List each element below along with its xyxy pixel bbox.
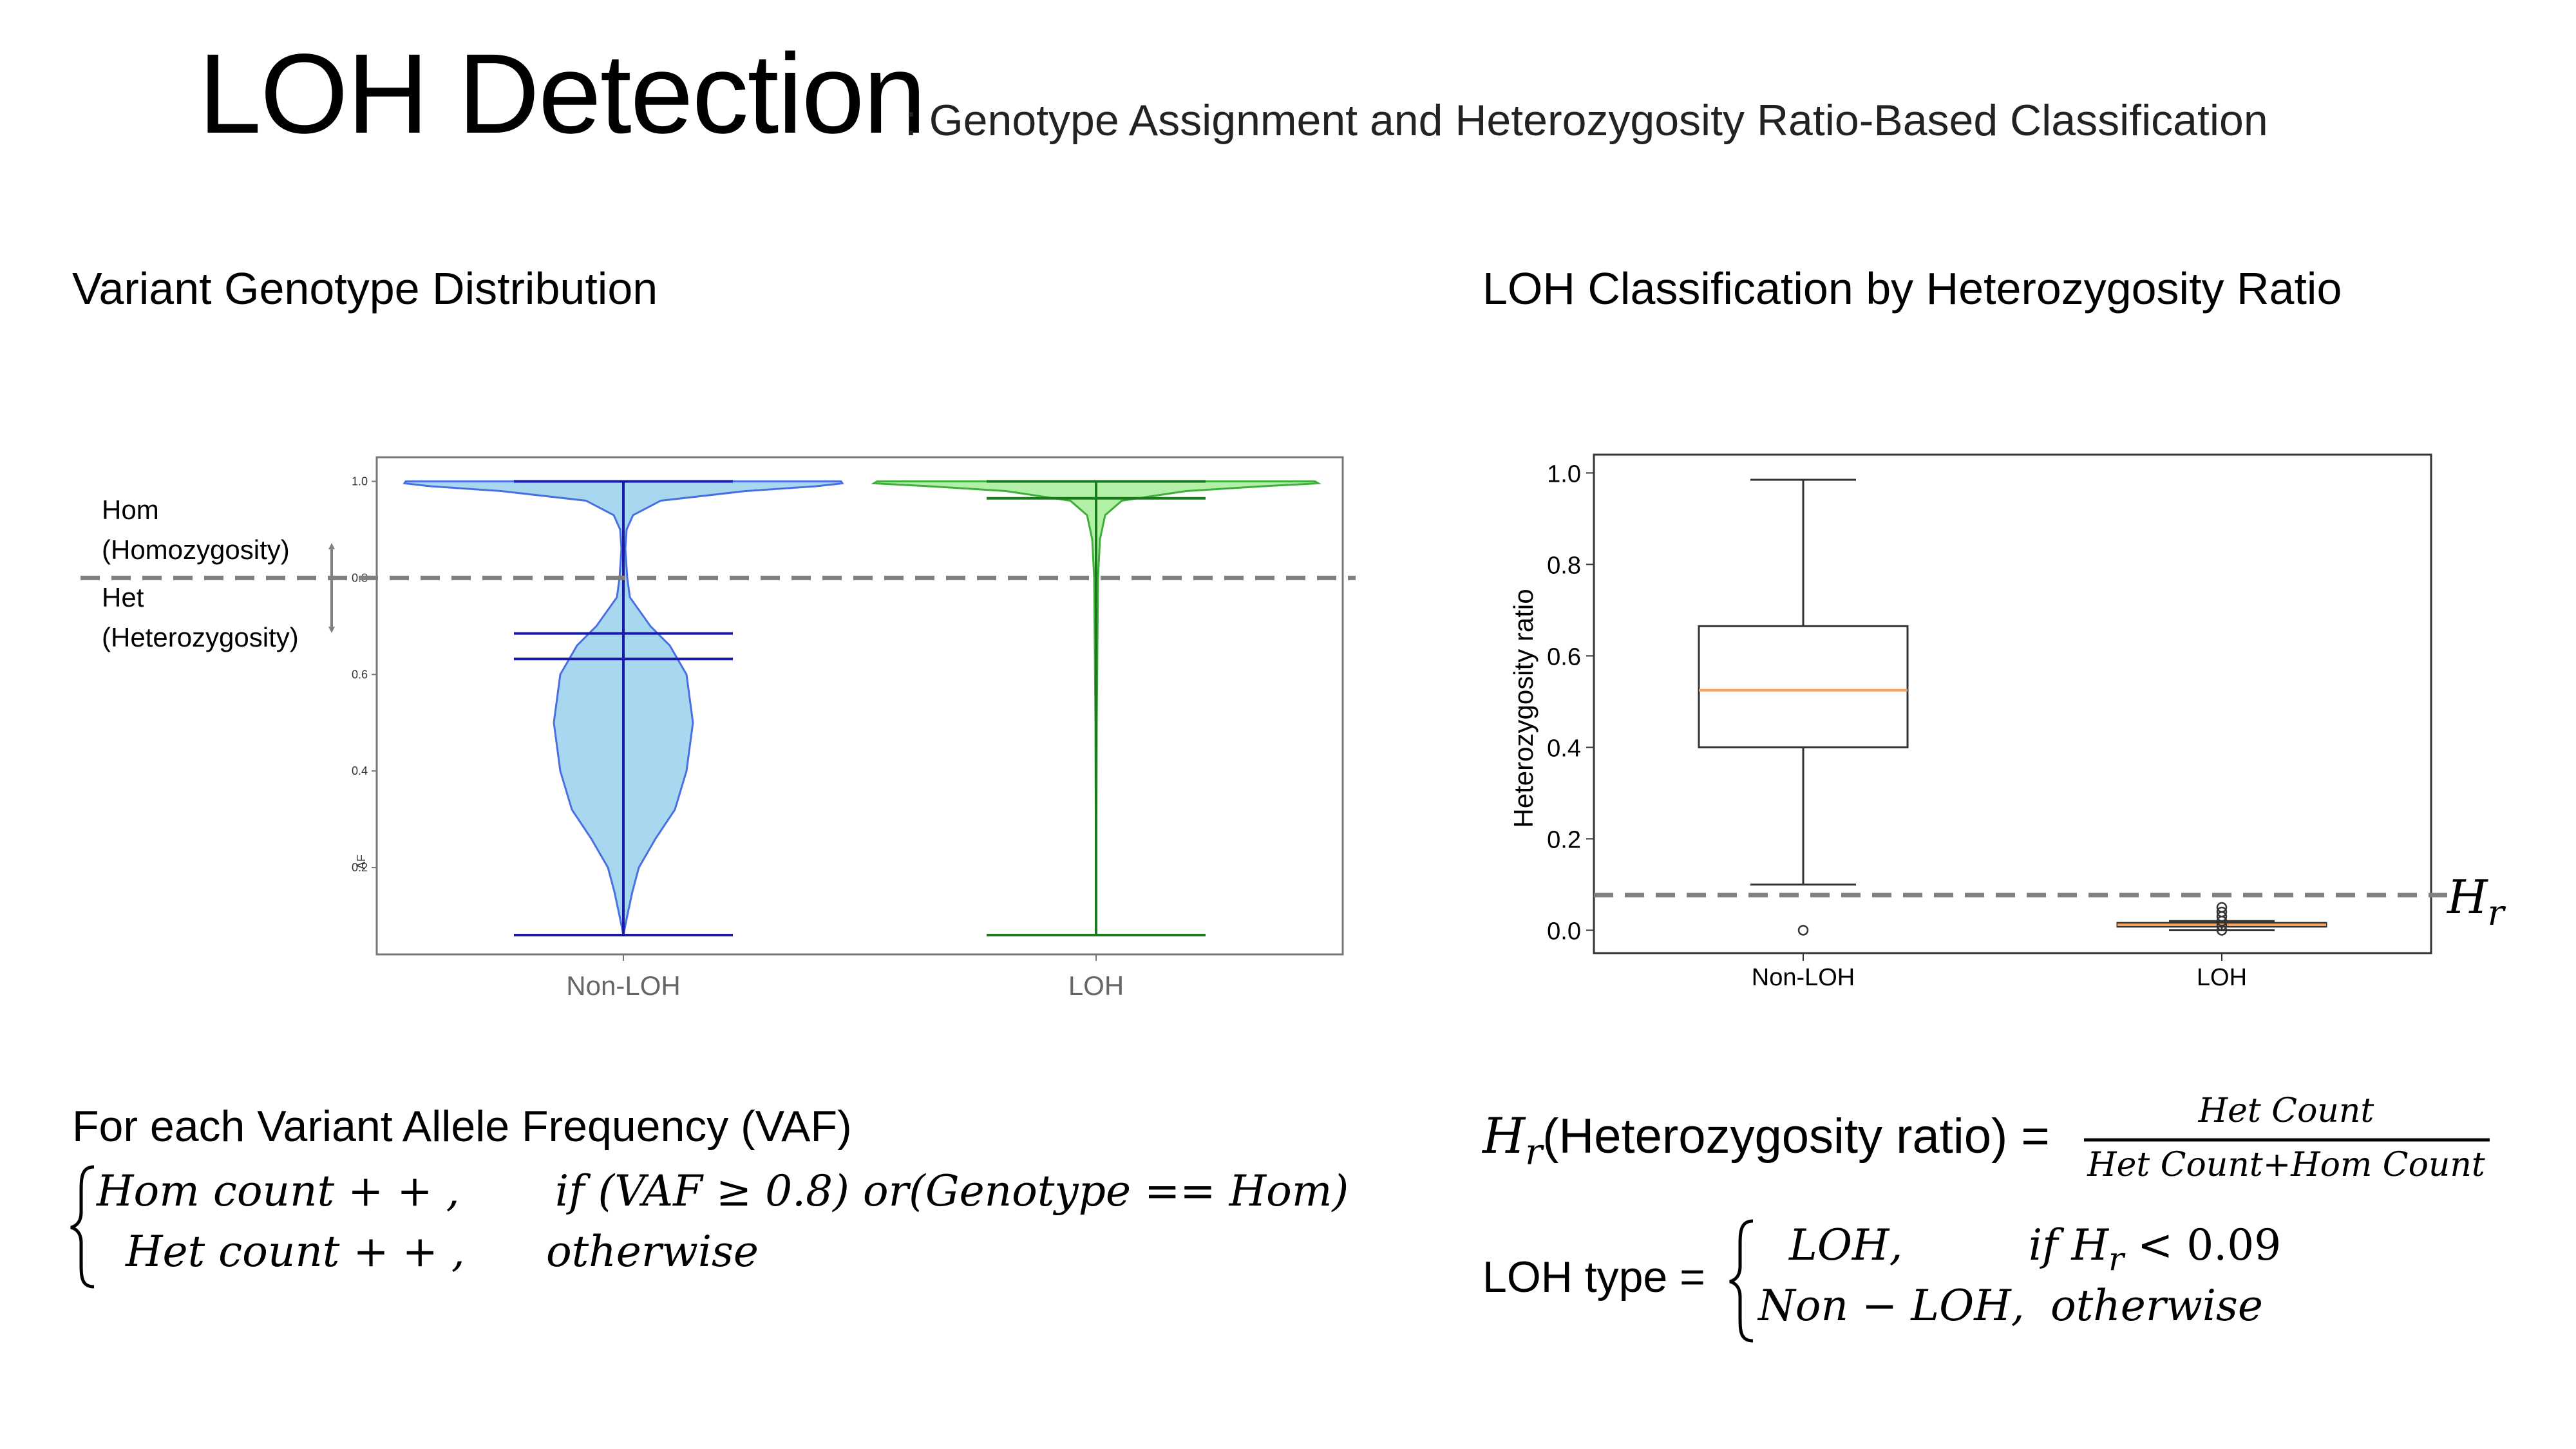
het-count-rule: Het count + + , (125, 1227, 465, 1276)
hr-formula: Hr(Heterozygosity ratio) = Het Count Het… (1481, 1092, 2490, 1343)
violin-y-tick-label: 0.6 (352, 668, 368, 681)
violin-y-tick-label: 0.4 (352, 764, 368, 777)
heterozygosity-label: (Heterozygosity) (102, 622, 299, 652)
genotype-rule-formula: For each Variant Allele Frequency (VAF) … (70, 1102, 1349, 1289)
homozygosity-label: (Homozygosity) (102, 535, 290, 565)
left-section-title: Variant Genotype Distribution (72, 263, 658, 314)
violin-plot-frame (375, 456, 1344, 956)
violin-x-ticks: Non-LOH LOH (566, 954, 1124, 1001)
box-x-ticks: Non-LOH LOH (1752, 953, 2247, 991)
box-bodies (1698, 478, 2327, 936)
right-case-brace (1729, 1219, 1754, 1343)
box-outlier-point (2216, 902, 2228, 913)
box-y-tick-label: 1.0 (1547, 460, 1581, 488)
hom-label: Hom (102, 495, 159, 525)
violin-y-axis-label: AF (355, 855, 368, 869)
box-y-tick-label: 0.4 (1547, 735, 1581, 762)
het-label: Het (102, 582, 144, 612)
box-y-axis-label: Heterozygosity ratio (1508, 589, 1539, 828)
box-y-tick-label: 0.6 (1547, 643, 1581, 670)
box-y-ticks: 0.0 0.2 0.4 0.6 0.8 1.0 (1547, 460, 1594, 945)
box-outlier-point (1797, 925, 1809, 936)
box-chart: Heterozygosity ratio 0.00.20.40.60.81.0 … (1508, 453, 2506, 991)
loh-type-label: LOH type = (1482, 1253, 1705, 1302)
violin-y-tick-label: 0.2 (352, 861, 368, 874)
hr-numerator: Het Count (2198, 1092, 2374, 1130)
non-loh-case-condition: otherwise (2050, 1281, 2263, 1331)
hr-denominator: Het Count+Hom Count (2087, 1146, 2485, 1184)
box-x-tick-label: LOH (2197, 964, 2247, 991)
hom-count-rule: Hom count + + , (96, 1166, 460, 1216)
violin-y-ticks: 0.20.40.60.81.0 (352, 475, 377, 874)
box-outlier-point (2216, 906, 2228, 918)
right-section-title: LOH Classification by Heterozygosity Rat… (1482, 263, 2342, 314)
left-case-brace (70, 1165, 95, 1289)
violin-x-tick-label: Non-LOH (566, 971, 680, 1001)
page-title: LOH Detection (198, 31, 926, 157)
hr-definition: Hr(Heterozygosity ratio) = (1481, 1107, 2050, 1173)
box-plot-frame (1593, 453, 2432, 954)
box-y-tick-label: 0.0 (1547, 918, 1581, 945)
violin-x-tick-label: LOH (1068, 971, 1124, 1001)
het-count-condition: otherwise (546, 1227, 759, 1276)
hr-threshold-label: Hr (2446, 870, 2506, 933)
non-loh-case-value: Non − LOH, (1757, 1281, 2025, 1331)
formula-intro: For each Variant Allele Frequency (VAF) (72, 1102, 852, 1151)
violin-bodies (402, 480, 1321, 936)
violin-y-tick-label: 1.0 (352, 475, 368, 488)
violin-stat-lines (514, 480, 1206, 937)
loh-case-condition: if Hr < 0.09 (2029, 1220, 2281, 1278)
hom-count-condition: if (VAF ≥ 0.8) or(Genotype == Hom) (555, 1166, 1349, 1216)
loh-case-value: LOH, (1788, 1220, 1902, 1270)
box-iqr-rect (1698, 625, 1909, 748)
page-subtitle: : Genotype Assignment and Heterozygosity… (905, 96, 2268, 145)
box-x-tick-label: Non-LOH (1752, 964, 1855, 991)
box-y-tick-label: 0.8 (1547, 552, 1581, 579)
box-y-tick-label: 0.2 (1547, 826, 1581, 853)
